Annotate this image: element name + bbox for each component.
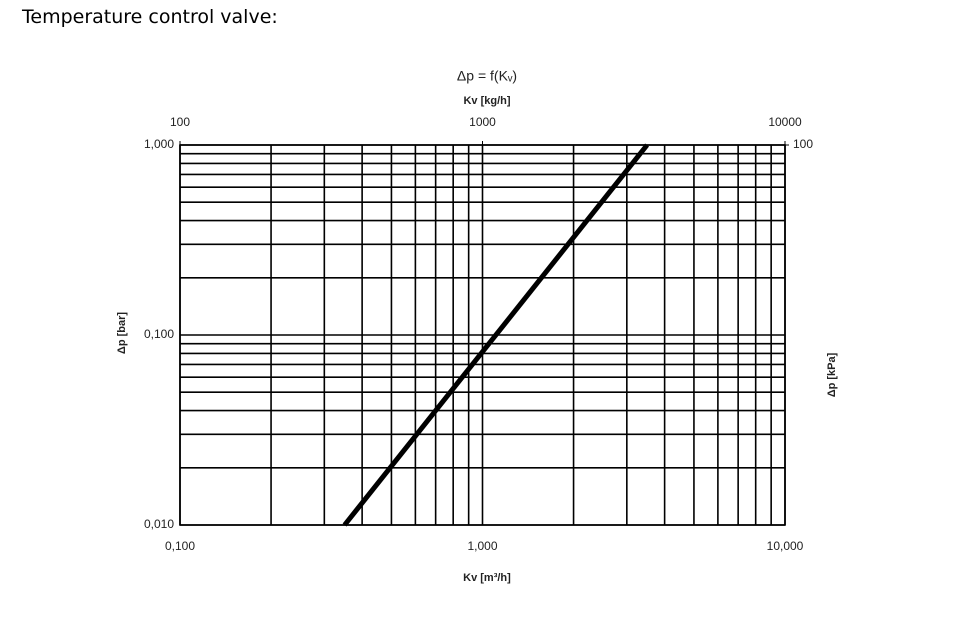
x-tick-label: 1,000: [467, 539, 497, 553]
y-tick-label: 0,100: [144, 327, 174, 341]
data-line: [342, 143, 650, 527]
page-title: Temperature control valve:: [22, 6, 278, 28]
y-tick-label: 0,010: [144, 517, 174, 531]
x2-tick-label: 1000: [469, 115, 496, 129]
x-axis-label: Kv [m³/h]: [463, 572, 511, 584]
plot-frame: [179, 144, 786, 526]
chart-title: Δp = f(Kᵥ): [457, 68, 517, 84]
x2-tick-label: 100: [170, 115, 190, 129]
y2-tick-label: 100: [793, 137, 813, 151]
x-tick-label: 0,100: [165, 539, 195, 553]
x-tick-label: 10,000: [767, 539, 804, 553]
y-tick-label: 1,000: [144, 137, 174, 151]
x2-tick-label: 10000: [768, 115, 802, 129]
y2-axis-label: Δp [kPa]: [826, 352, 838, 397]
x2-axis-label: Kv [kg/h]: [463, 95, 510, 107]
y-axis-label: Δp [bar]: [116, 312, 128, 354]
